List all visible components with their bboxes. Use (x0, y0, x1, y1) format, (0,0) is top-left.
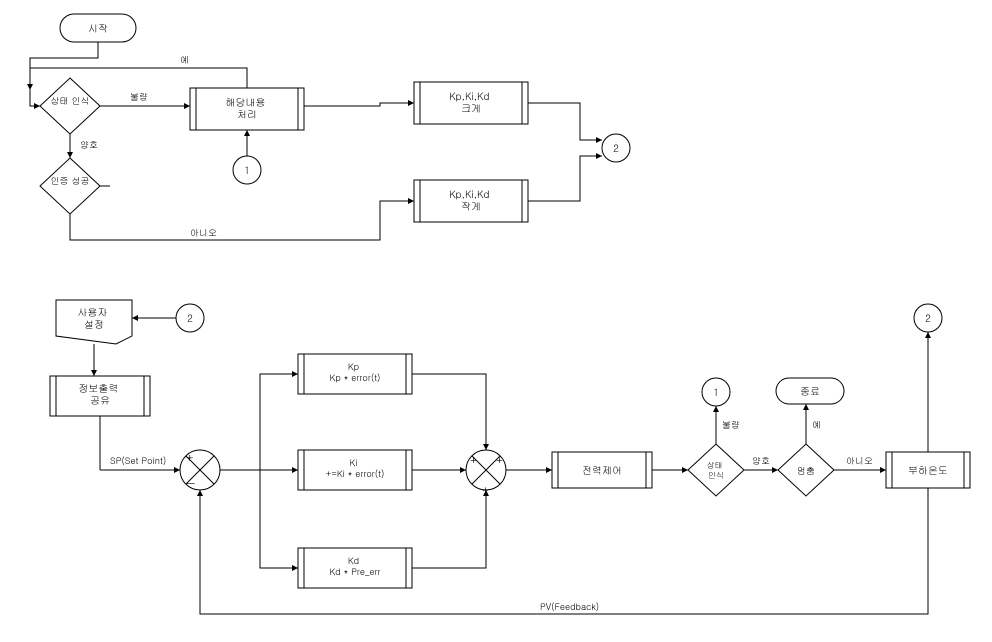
label-start: 시작 (88, 21, 108, 35)
edge-decision1-kpsmall (70, 201, 414, 240)
svg-text:+: + (186, 449, 194, 466)
node-kp: Kp Kp * error(t) (298, 354, 412, 394)
node-kp-small: Kp,Ki,Kd 작게 (414, 180, 528, 222)
svg-text:전력제어: 전력제어 (582, 463, 622, 477)
svg-text:2: 2 (925, 311, 931, 325)
svg-text:상태 인식: 상태 인식 (51, 94, 90, 107)
svg-text:SP(Set Point): SP(Set Point) (110, 454, 166, 467)
svg-text:1: 1 (713, 385, 719, 399)
edge-to-kp (260, 374, 298, 470)
svg-text:아니오: 아니오 (846, 454, 873, 467)
node-stop: 멈춤 (778, 444, 834, 496)
svg-text:+: + (470, 453, 477, 468)
node-kp-big: Kp,Ki,Kd 크게 (414, 82, 528, 124)
node-sum1: + − (180, 449, 220, 492)
svg-text:상태 인식: 상태 인식 (707, 460, 726, 481)
svg-text:1: 1 (244, 163, 250, 177)
node-kd: Kd Kd * Pre_err (298, 548, 412, 588)
svg-text:양호: 양호 (80, 138, 98, 151)
edge-process1-up-left (160, 68, 247, 88)
svg-text:인증 성공: 인증 성공 (51, 174, 90, 187)
edge-kd-sum2 (412, 490, 486, 568)
edge-kpsmall-conn2a (528, 156, 602, 201)
node-power: 전력제어 (552, 452, 652, 488)
svg-text:PV(Feedback): PV(Feedback) (540, 600, 599, 613)
node-state1: 상태 인식 (40, 78, 100, 134)
svg-text:−: − (186, 475, 196, 492)
pid-flowchart: 시작 상태 인식 인증 성공 해당내용 처리 1 Kp,Ki,Kd 크게 Kp,… (0, 0, 992, 642)
svg-text:멈춤: 멈춤 (797, 464, 815, 477)
svg-text:아니오: 아니오 (190, 226, 217, 239)
svg-text:불량: 불량 (722, 418, 740, 431)
node-process1: 해당내용 처리 (190, 88, 304, 130)
edge-kpbig-conn2a (528, 103, 602, 140)
svg-text:불량: 불량 (130, 90, 148, 103)
node-user-set: 사용자 설정 (56, 300, 132, 344)
svg-text:양호: 양호 (752, 454, 770, 467)
node-ki: Ki +=Ki * error(t) (298, 450, 412, 490)
svg-text:2: 2 (187, 311, 193, 325)
edge-kp-sum2 (412, 374, 486, 450)
edge-yes-loop (30, 68, 160, 90)
svg-text:예: 예 (180, 53, 189, 66)
node-state2: 상태 인식 (688, 444, 744, 496)
node-decision1: 인증 성공 (40, 158, 100, 214)
node-info-out: 정보출력 공유 (50, 376, 150, 416)
svg-text:2: 2 (613, 141, 619, 155)
edge-to-kd (260, 470, 298, 568)
svg-text:예: 예 (812, 418, 821, 431)
svg-text:+: + (496, 453, 503, 468)
svg-text:종료: 종료 (800, 384, 820, 398)
edge-process1-kpbig (304, 103, 414, 106)
svg-text:부하온도: 부하온도 (908, 463, 948, 477)
node-load: 부하온도 (886, 452, 970, 488)
